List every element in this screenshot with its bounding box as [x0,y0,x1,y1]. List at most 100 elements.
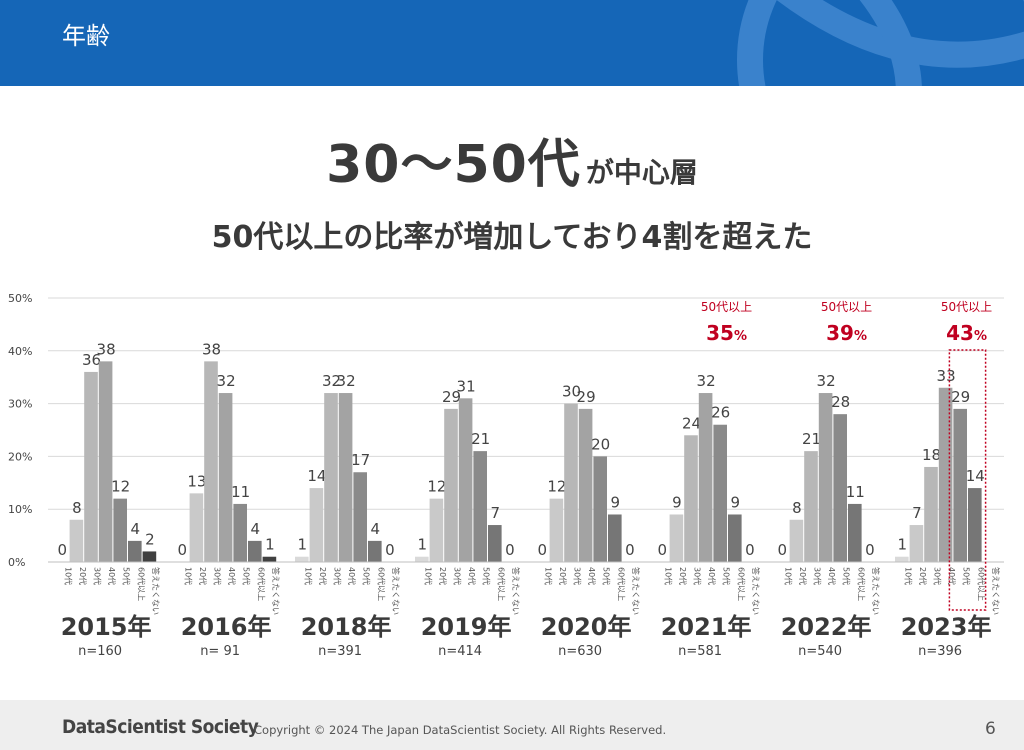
bar [909,525,924,562]
data-label: 0 [385,541,395,559]
data-label: 31 [457,377,476,395]
category-label: 60代以上 [856,567,866,601]
category-label: 50代 [842,567,852,585]
category-label: 30代 [453,567,463,585]
bar [728,514,742,562]
y-tick-label: 30% [8,398,32,411]
bar [608,514,622,562]
year-label: 2021年 [661,613,752,641]
category-label: 60代以上 [976,567,986,601]
bar [113,498,127,562]
bar [938,387,953,562]
bar [353,472,367,562]
data-label: 29 [577,388,596,406]
category-label: 40代 [827,567,837,585]
category-label: 60代以上 [616,567,626,601]
category-label: 30代 [333,567,343,585]
category-label: 40代 [227,567,237,585]
bar [848,503,862,562]
data-label: 12 [427,478,446,496]
category-label: 10代 [183,567,193,585]
y-tick-label: 10% [8,503,32,516]
category-label: 60代以上 [496,567,506,601]
y-tick-label: 20% [8,450,32,463]
data-label: 38 [97,340,116,358]
data-label: 1 [898,536,908,554]
category-label: 10代 [903,567,913,585]
category-label: 60代以上 [376,567,386,601]
category-label: 20代 [918,567,928,585]
category-label: 答えたくない [271,567,281,615]
category-label: 50代 [242,567,252,585]
data-label: 0 [625,541,635,559]
data-label: 26 [711,404,730,422]
age-distribution-chart: 0%10%20%30%40%50%010代820代3630代3840代1250代… [8,292,1004,659]
category-label: 10代 [303,567,313,585]
category-label: 20代 [678,567,688,585]
category-label: 答えたくない [991,567,1001,615]
bar [698,393,713,562]
headline-main: 30～50代 [326,135,581,195]
data-label: 0 [865,541,875,559]
data-label: 1 [418,536,428,554]
annotation-value: 39% [826,321,867,345]
category-label: 30代 [213,567,223,585]
bar [429,498,444,562]
bar [593,456,607,562]
data-label: 11 [231,483,250,501]
data-label: 21 [802,430,821,448]
bar [128,540,142,562]
sample-size-label: n=581 [678,644,722,659]
data-label: 1 [298,536,308,554]
data-label: 9 [672,493,682,511]
category-label: 30代 [813,567,823,585]
annotation-value: 35% [706,321,747,345]
bar [444,408,458,562]
year-label: 2018年 [301,613,392,641]
sample-size-label: n=414 [438,644,482,659]
data-label: 13 [187,472,206,490]
data-label: 18 [922,446,941,464]
globe-decoration-icon [737,0,1024,86]
bar [895,556,909,562]
data-label: 0 [778,541,788,559]
bar [69,519,84,562]
data-label: 0 [58,541,68,559]
year-label: 2022年 [781,613,872,641]
data-label: 0 [658,541,668,559]
bar [669,514,684,562]
category-label: 20代 [798,567,808,585]
data-label: 29 [442,388,461,406]
sample-size-label: n=160 [78,644,122,659]
data-label: 1 [265,536,275,554]
category-label: 10代 [663,567,673,585]
bar [295,556,309,562]
category-label: 40代 [947,567,957,585]
data-label: 12 [547,478,566,496]
data-label: 38 [202,340,221,358]
category-label: 30代 [573,567,583,585]
category-label: 10代 [783,567,793,585]
category-label: 答えたくない [151,567,161,615]
category-label: 20代 [558,567,568,585]
bar [324,393,338,562]
data-label: 29 [951,388,970,406]
bar [142,551,157,562]
category-label: 50代 [602,567,612,585]
data-label: 32 [217,372,236,390]
data-label: 30 [562,383,581,401]
sample-size-label: n=630 [558,644,602,659]
copyright-text: Copyright © 2024 The Japan DataScientist… [254,723,667,737]
subheadline: 50代以上の比率が増加しており4割を超えた [211,220,813,255]
bar [473,451,487,562]
category-label: 50代 [362,567,372,585]
data-label: 2 [145,530,155,548]
category-label: 60代以上 [136,567,146,601]
data-label: 7 [491,504,501,522]
y-tick-label: 0% [8,556,25,569]
data-label: 33 [937,367,956,385]
data-label: 7 [912,504,922,522]
bar [924,466,938,562]
annotation-label: 50代以上 [941,300,992,314]
bar [458,398,473,562]
